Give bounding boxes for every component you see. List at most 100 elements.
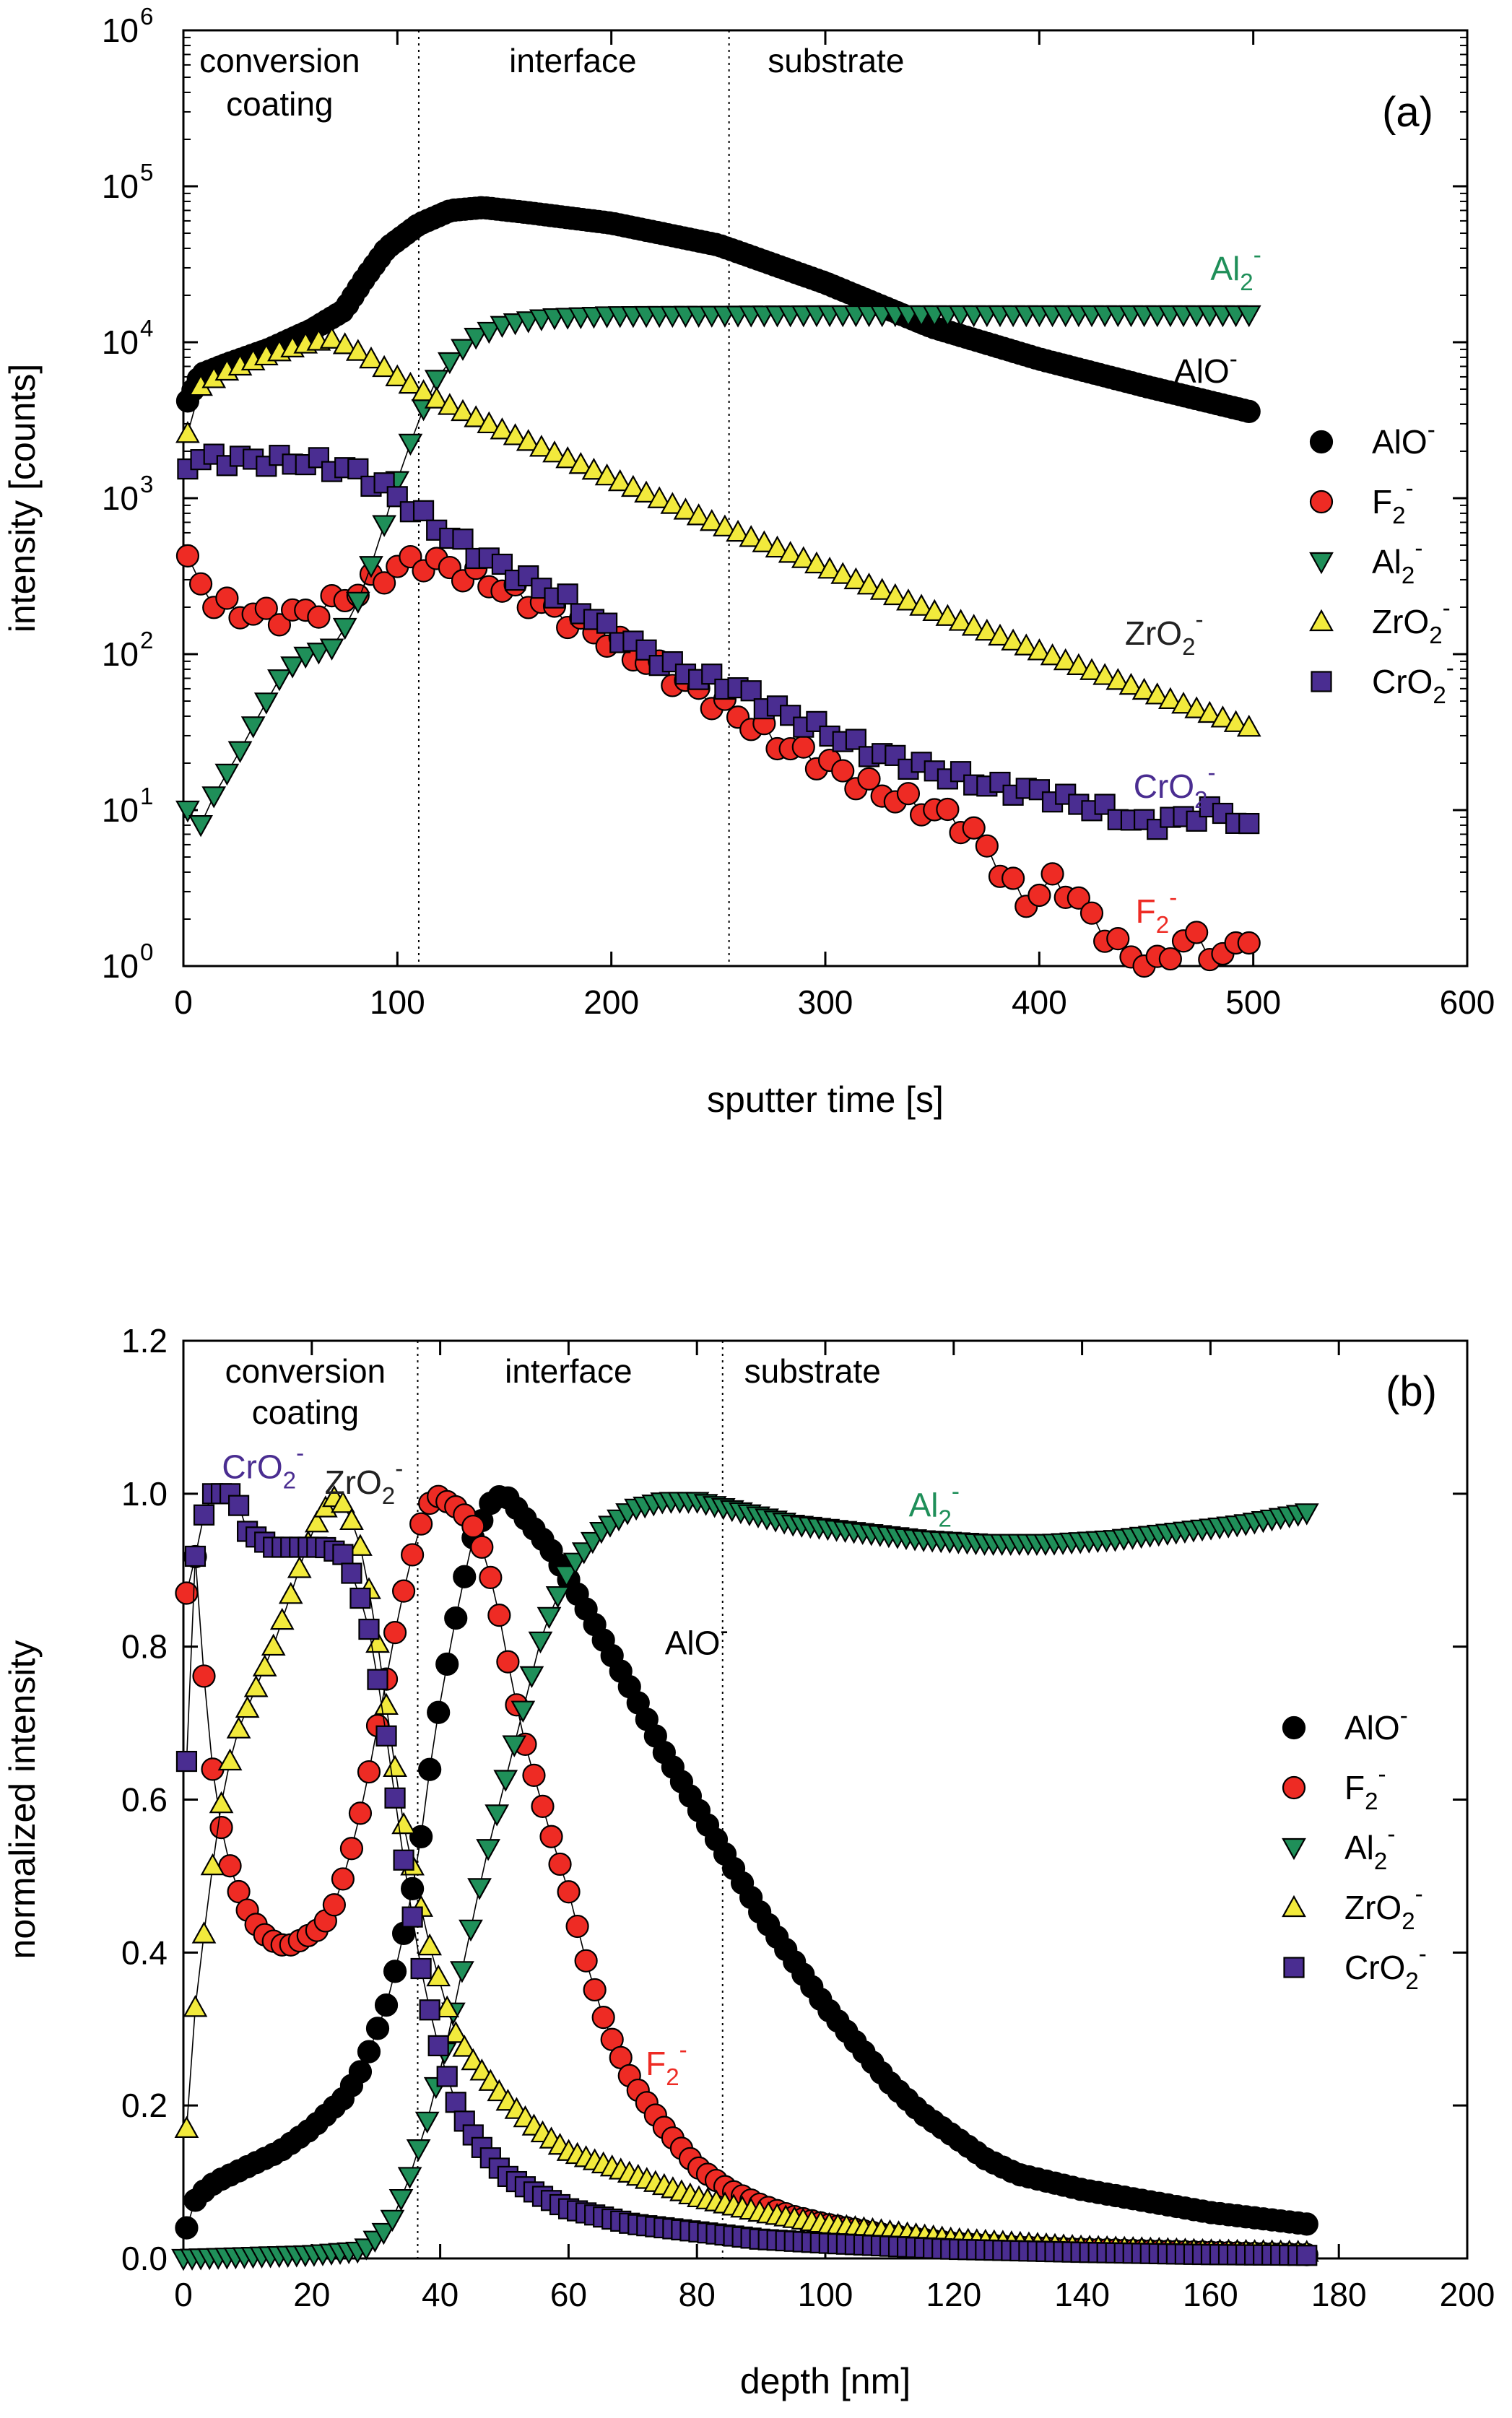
data-point: [1184, 696, 1209, 718]
data-point: [184, 1545, 207, 1567]
data-point: [461, 1515, 485, 1539]
data-point: [554, 1565, 579, 1588]
data-point: [562, 1552, 588, 1575]
data-point: [464, 328, 489, 350]
data-point: [235, 1695, 260, 1718]
y-tick-label-exponent: 3: [140, 471, 153, 498]
data-point: [830, 562, 856, 584]
data-point: [1106, 927, 1130, 951]
data-point: [201, 786, 227, 809]
series-annotation: ZrO2-: [325, 1456, 404, 1510]
data-point: [453, 1565, 477, 1588]
data-point: [412, 500, 435, 521]
series-zro2: [175, 326, 1261, 737]
data-point: [319, 326, 344, 349]
x-tick-label: 500: [1225, 983, 1281, 1021]
series-annotation: CrO2-: [1134, 760, 1216, 814]
data-point: [445, 2092, 466, 2113]
data-point: [647, 486, 672, 508]
data-point: [348, 2060, 373, 2084]
legend-marker: [1309, 490, 1334, 514]
data-point: [752, 530, 777, 552]
y-tick-label: 10: [102, 635, 139, 673]
series-annotation: Al2-: [1210, 242, 1261, 296]
data-point: [345, 339, 370, 361]
data-point: [443, 2021, 469, 2043]
data-point: [306, 643, 331, 665]
data-point: [581, 457, 607, 480]
data-point: [1027, 638, 1052, 661]
series-line: [187, 453, 1249, 830]
y-tick-label: 10: [102, 12, 139, 49]
x-tick-label: 180: [1311, 2276, 1367, 2313]
y-tick-label-exponent: 0: [140, 939, 153, 966]
data-point: [175, 421, 200, 443]
data-point: [490, 316, 515, 339]
series-line: [187, 314, 1249, 826]
legend-label: ZrO2-: [1344, 1881, 1423, 1935]
data-point: [183, 1995, 208, 2017]
data-point: [1186, 810, 1207, 832]
data-point: [319, 638, 344, 661]
region-label-0: coating: [226, 85, 333, 123]
data-point: [522, 1763, 546, 1787]
data-point: [1001, 628, 1025, 651]
region-label-0: conversion: [225, 1352, 386, 1390]
data-point: [791, 735, 815, 759]
x-tick-label: 0: [174, 2276, 193, 2313]
data-point: [452, 2035, 477, 2057]
data-point: [357, 2040, 381, 2063]
data-point: [539, 1825, 563, 1848]
y-tick-label: 0.2: [121, 2087, 168, 2124]
data-point: [496, 1650, 520, 1674]
data-point: [490, 417, 515, 440]
data-point: [175, 800, 200, 823]
data-point: [380, 2209, 405, 2232]
x-tick-label: 400: [1012, 983, 1067, 1021]
data-point: [191, 1921, 217, 1944]
data-point: [373, 571, 396, 595]
data-point: [371, 2222, 396, 2245]
data-point: [487, 1604, 511, 1627]
series-annotation: AlO-: [665, 1617, 729, 1661]
data-point: [452, 529, 474, 550]
data-point: [882, 583, 908, 606]
data-point: [357, 1760, 381, 1784]
data-point: [254, 596, 278, 620]
y-tick-label-exponent: 4: [140, 316, 153, 342]
data-point: [367, 1669, 388, 1690]
data-point: [686, 503, 711, 526]
data-point: [307, 605, 331, 629]
data-point: [418, 1757, 442, 1781]
legend-label: AlO-: [1372, 417, 1435, 461]
x-tick-label: 140: [1054, 2276, 1110, 2313]
series-annotation: AlO-: [1174, 346, 1238, 390]
data-point: [804, 551, 829, 574]
data-point: [516, 429, 541, 451]
data-point: [1294, 1503, 1319, 1526]
data-point: [1040, 643, 1065, 666]
data-point: [332, 617, 357, 640]
data-point: [385, 364, 410, 386]
data-point: [660, 492, 685, 514]
data-point: [699, 508, 724, 531]
data-point: [414, 2111, 440, 2134]
data-point: [339, 1837, 364, 1861]
y-axis-label: normalized intensity: [2, 1640, 43, 1960]
series-annotation: CrO2-: [222, 1440, 304, 1495]
data-point: [1066, 653, 1091, 676]
x-tick-label: 0: [174, 983, 193, 1021]
data-point: [1027, 883, 1051, 908]
legend-label: ZrO2-: [1372, 595, 1451, 649]
data-point: [331, 1491, 355, 1513]
data-point: [175, 2216, 199, 2240]
data-point: [502, 1735, 527, 1757]
legend-marker: [1309, 552, 1334, 575]
data-point: [384, 1787, 406, 1809]
y-tick-label: 0.4: [121, 1934, 168, 1971]
data-point: [1296, 2245, 1318, 2266]
data-point: [565, 1914, 589, 1939]
data-point: [528, 1631, 553, 1654]
data-point: [175, 1581, 199, 1605]
data-point: [365, 2017, 390, 2040]
